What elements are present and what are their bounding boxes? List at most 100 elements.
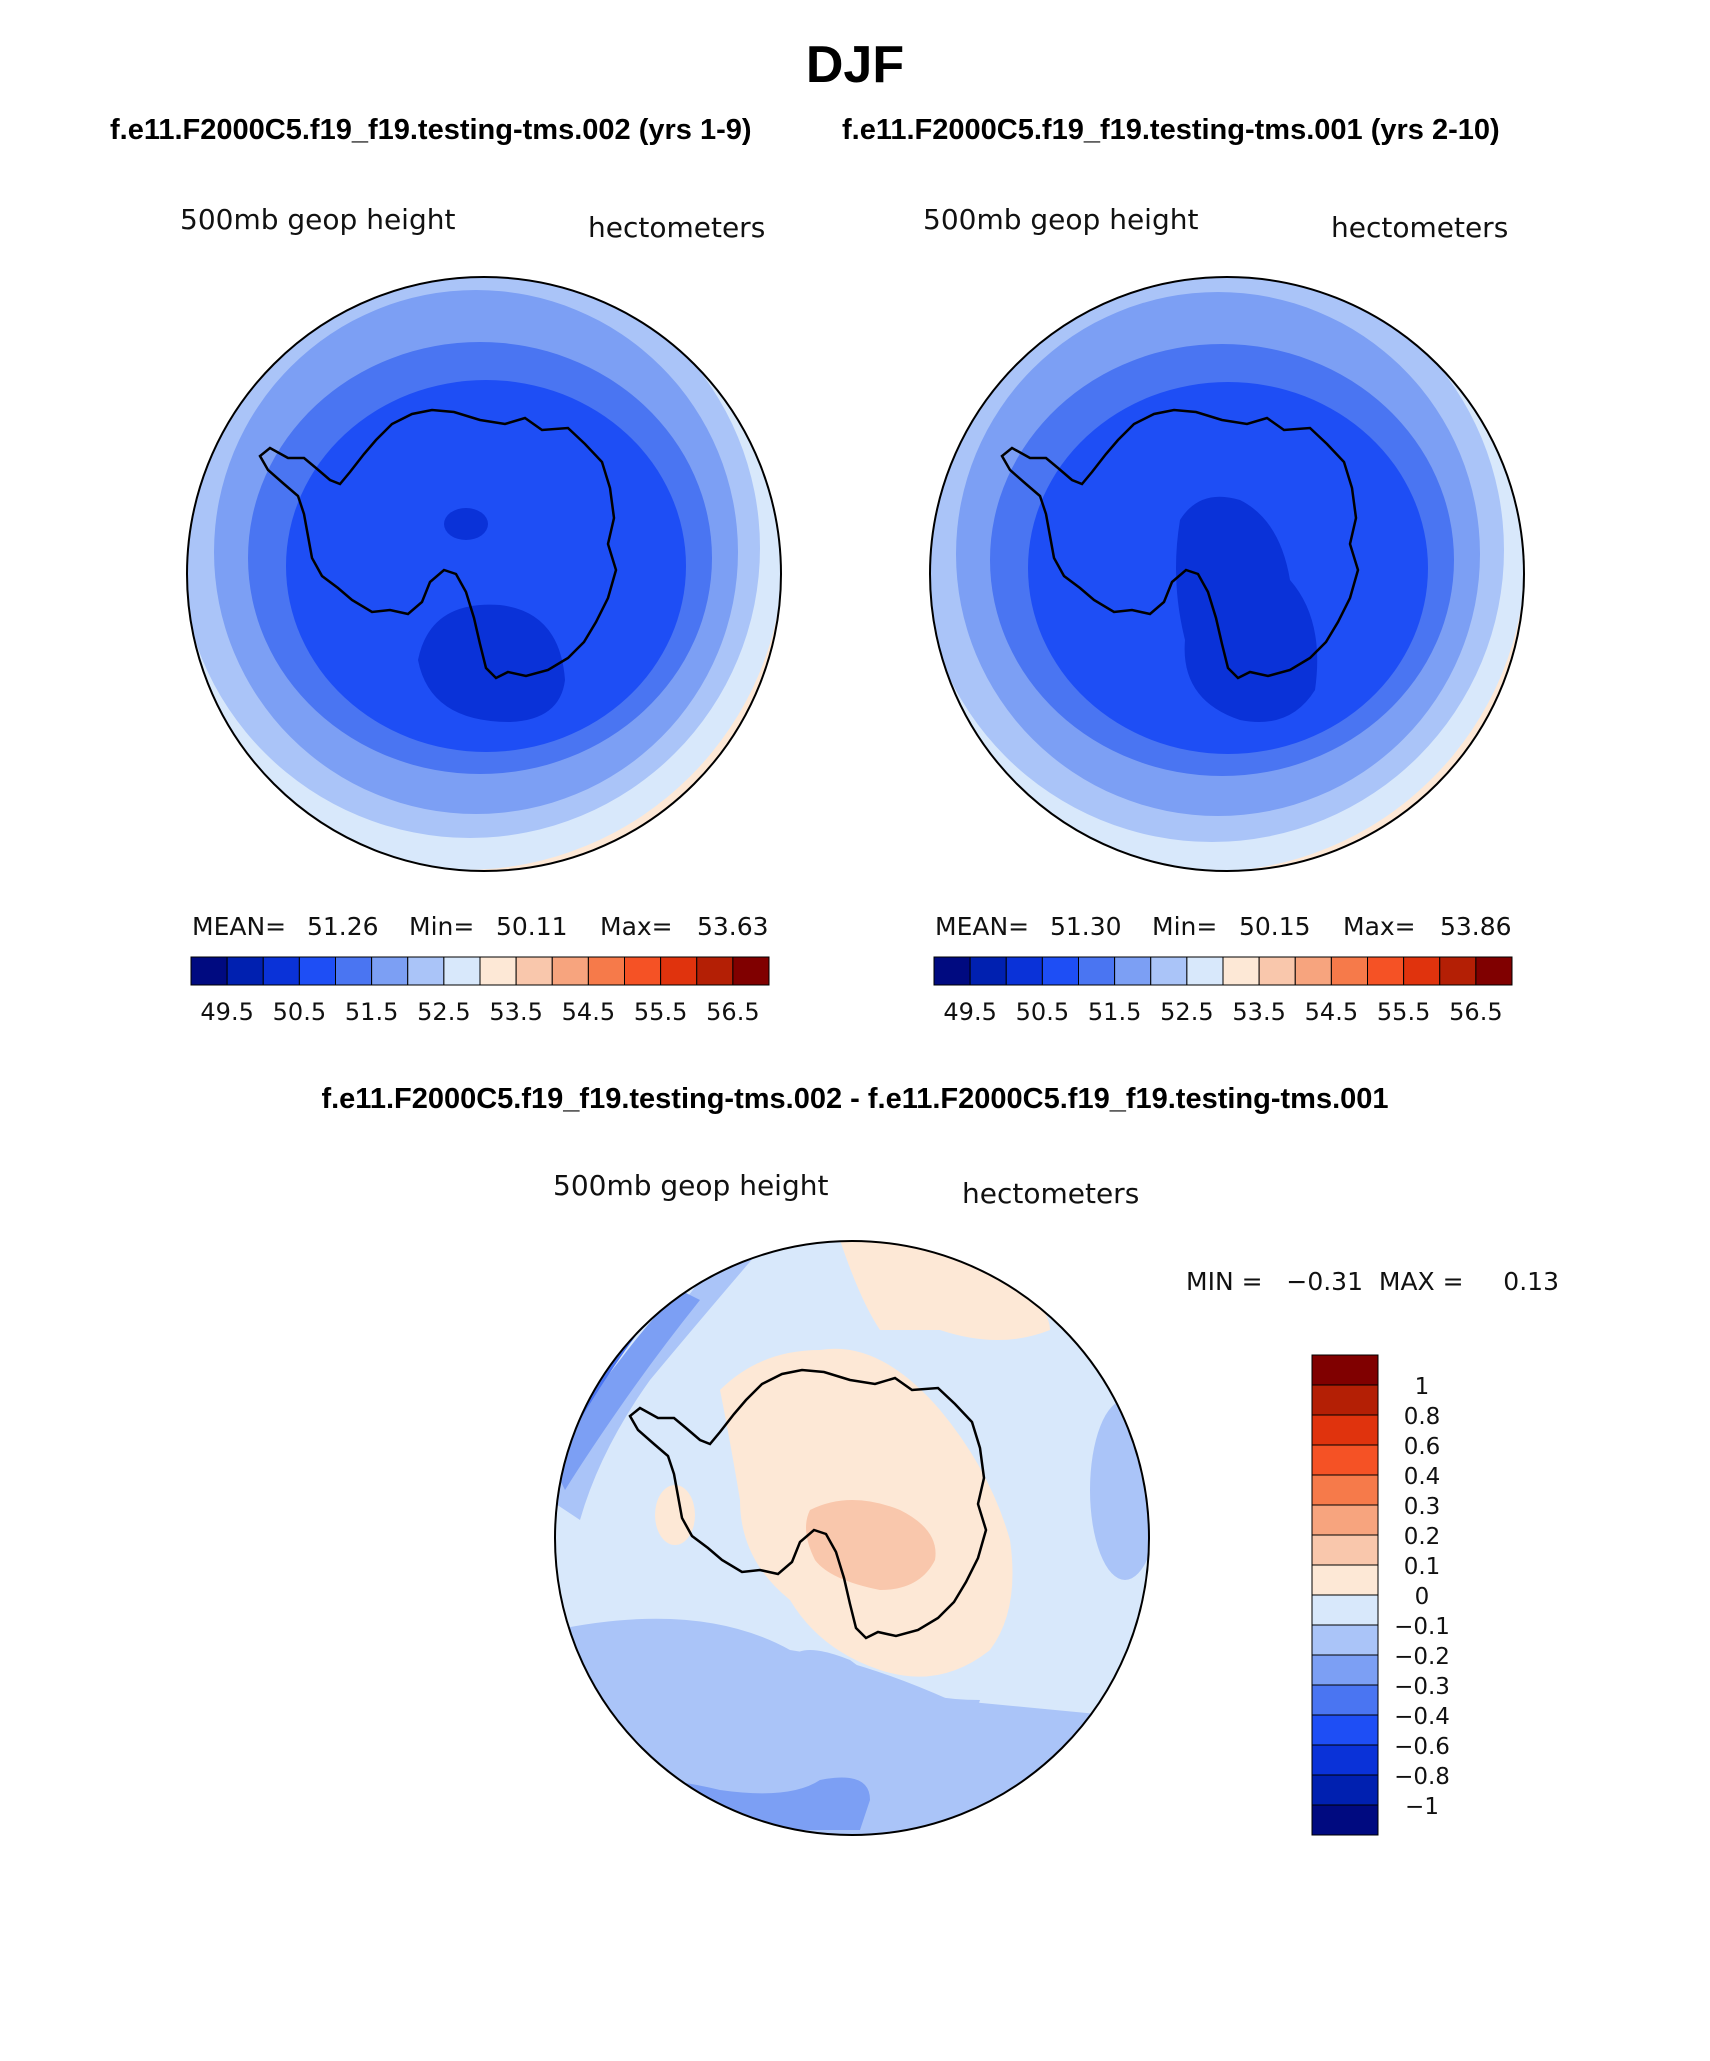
left-colorbar-tick-label: 56.5 [706,998,759,1026]
left-colorbar-box-4 [335,956,373,986]
diff-colorbar-box-6 [1311,1534,1379,1566]
left-stat-mean-label: MEAN= [192,912,286,941]
diff-colorbar-label: −0.6 [1394,1734,1450,1760]
difference-map-panel: 500mb geop height hectometers MIN = −0.3… [553,1169,1559,1836]
left-colorbar-box-3 [298,956,336,986]
left-colorbar-box-10 [551,956,589,986]
left-colorbar-box-15 [732,956,770,986]
diff-colorbar-box-2 [1311,1414,1379,1446]
left-colorbar-tick-label: 55.5 [634,998,687,1026]
right-colorbar-box-1 [969,956,1007,986]
left-colorbar-box-14 [696,956,734,986]
diff-colorbar-box-11 [1311,1684,1379,1716]
diff-colorbar-label: −0.8 [1394,1764,1450,1790]
diff-colorbar-box-8 [1311,1594,1379,1626]
figure-title: DJF [806,36,904,94]
left-colorbar-box-5 [371,956,409,986]
left-colorbar-tick-label: 49.5 [200,998,253,1026]
left-stat-mean-value: 51.26 [307,912,379,941]
right-units-label: hectometers [1331,211,1508,244]
left-colorbar-box-13 [660,956,698,986]
right-colorbar-box-4 [1078,956,1116,986]
left-units-label: hectometers [588,211,765,244]
left-field-low-dark [418,604,565,722]
right-colorbar-tick-label: 51.5 [1088,998,1141,1026]
right-map-panel: 500mb geop height hectometers MEAN= 51.3… [923,203,1525,1026]
right-colorbar-box-11 [1330,956,1368,986]
subtitle-right-case: f.e11.F2000C5.f19_f19.testing-tms.001 (y… [842,114,1500,146]
right-colorbar-tick-label: 54.5 [1305,998,1358,1026]
right-colorbar-box-6 [1150,956,1188,986]
left-colorbar-box-2 [262,956,300,986]
diff-field-band-0.1-peninsula [655,1485,695,1545]
diff-colorbar-box-1 [1311,1384,1379,1416]
diff-field-band-neg0.1-mid [790,1650,980,1770]
diff-map-boundary [554,1240,1150,1836]
diff-colorbar-label: −1 [1405,1794,1439,1820]
diff-variable-label: 500mb geop height [553,1169,828,1202]
right-colorbar-box-7 [1186,956,1224,986]
right-colorbar-box-3 [1041,956,1079,986]
diff-minmax-label: MIN = −0.31 MAX = 0.13 [1186,1267,1559,1296]
left-stat-min-value: 50.11 [496,912,568,941]
diff-colorbar-box-7 [1311,1564,1379,1596]
left-map-panel: 500mb geop height hectometers MEAN= 51.2… [180,203,782,1026]
left-colorbar-box-0 [190,956,228,986]
right-colorbar-tick-label: 49.5 [943,998,996,1026]
right-colorbar-tick-label: 55.5 [1377,998,1430,1026]
diff-colorbar-label: 0.4 [1404,1464,1441,1490]
left-field-band-50.5 [286,380,686,752]
right-colorbar-tick-label: 50.5 [1016,998,1069,1026]
difference-title: f.e11.F2000C5.f19_f19.testing-tms.002 - … [321,1083,1388,1115]
left-stat-max-label: Max= [600,912,673,941]
diff-colorbar-box-9 [1311,1624,1379,1656]
left-stat-max-value: 53.63 [697,912,769,941]
right-colorbar-box-8 [1222,956,1260,986]
right-colorbar-box-12 [1367,956,1405,986]
right-colorbar-box-14 [1439,956,1477,986]
right-stat-min-label: Min= [1152,912,1217,941]
left-colorbar-tick-label: 53.5 [489,998,542,1026]
diff-colorbar-label: 0.6 [1404,1434,1441,1460]
diff-colorbar-label: 0.8 [1404,1404,1441,1430]
diff-field-band-0.1-north [840,1241,1050,1340]
diff-colorbar-box-0 [1311,1354,1379,1386]
diff-colorbar-label: −0.4 [1394,1704,1450,1730]
diff-units-label: hectometers [962,1177,1139,1210]
right-colorbar-box-15 [1475,956,1513,986]
left-map-boundary [186,276,782,872]
right-colorbar [933,956,1513,986]
right-colorbar-tick-label: 53.5 [1232,998,1285,1026]
right-stat-min-value: 50.15 [1239,912,1311,941]
left-field-low-dot [444,508,488,540]
diff-colorbar-box-13 [1311,1744,1379,1776]
subtitle-left-case: f.e11.F2000C5.f19_f19.testing-tms.002 (y… [110,114,752,146]
diff-field-band-0.2-plateau [806,1500,936,1590]
diff-colorbar [1311,1354,1379,1836]
right-colorbar-tick-label: 52.5 [1160,998,1213,1026]
right-colorbar-box-0 [933,956,971,986]
left-map-disc [187,277,781,871]
left-stat-min-label: Min= [409,912,474,941]
right-map-boundary [929,276,1525,872]
right-colorbar-ticks: 49.5 50.5 51.5 52.5 53.5 54.5 55.5 56.5 [943,998,1502,1026]
diff-colorbar-box-4 [1311,1474,1379,1506]
diff-colorbar-label: 0.3 [1404,1494,1441,1520]
diff-colorbar-box-5 [1311,1504,1379,1536]
left-colorbar-tick-label: 50.5 [273,998,326,1026]
right-colorbar-box-2 [1005,956,1043,986]
right-stat-max-label: Max= [1343,912,1416,941]
left-colorbar-tick-label: 52.5 [417,998,470,1026]
left-colorbar-box-12 [624,956,662,986]
left-colorbar-ticks: 49.5 50.5 51.5 52.5 53.5 54.5 55.5 56.5 [200,998,759,1026]
diff-colorbar-label: −0.2 [1394,1644,1450,1670]
diff-field-band-neg0.1-northwest [555,1250,760,1520]
right-stat-mean-label: MEAN= [935,912,1029,941]
diff-colorbar-label: 0.2 [1404,1524,1441,1550]
diff-colorbar-label: 0.1 [1404,1554,1441,1580]
right-variable-label: 500mb geop height [923,203,1198,236]
diff-colorbar-box-15 [1311,1804,1379,1836]
left-colorbar-box-6 [407,956,445,986]
left-colorbar-box-11 [587,956,625,986]
